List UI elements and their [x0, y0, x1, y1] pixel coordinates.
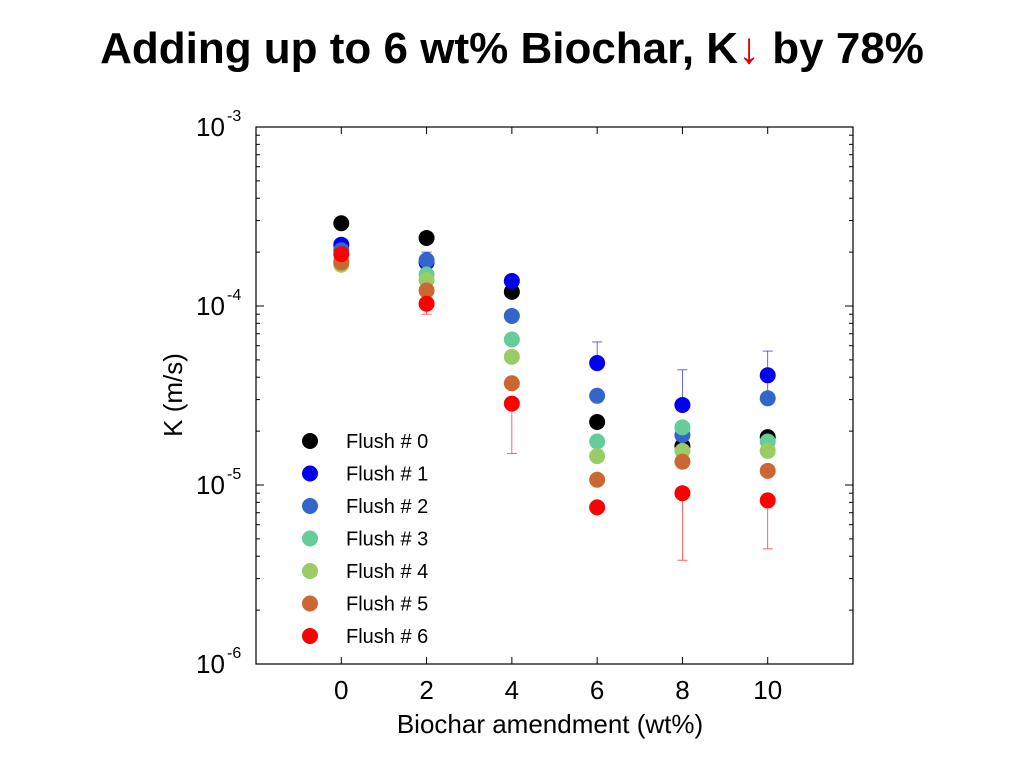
legend-label: Flush # 0 [346, 431, 428, 453]
data-point-flush-6 [674, 485, 691, 502]
data-point-flush-1 [503, 272, 520, 289]
x-tick-label: 0 [334, 675, 348, 705]
data-point-flush-4 [503, 348, 520, 365]
legend-marker [302, 563, 318, 579]
y-tick-label: 10 [196, 291, 225, 321]
axis-ticks [256, 126, 853, 665]
plot-frame [255, 126, 854, 665]
legend-marker [302, 498, 318, 514]
x-tick-label: 10 [753, 675, 782, 705]
data-point-flush-1 [674, 396, 691, 413]
legend-label: Flush # 5 [346, 594, 428, 616]
y-tick-label: 10 [196, 470, 225, 500]
legend-marker [302, 530, 318, 547]
legend-marker [302, 465, 318, 482]
x-tick-labels: 0 2 4 6 8 10 [334, 675, 782, 705]
y-axis-label: K (m/s) [158, 353, 188, 437]
data-point-flush-0 [333, 215, 350, 232]
data-point-flush-5 [503, 375, 520, 392]
data-points [333, 215, 776, 516]
x-tick-label: 6 [590, 675, 604, 705]
data-point-flush-6 [503, 395, 520, 412]
x-tick-label: 8 [675, 675, 689, 705]
data-point-flush-2 [759, 390, 776, 407]
y-tick-label: 10 [196, 649, 225, 679]
title-text: Adding up to 6 wt% Biochar, K [100, 24, 739, 73]
x-tick-label: 2 [419, 675, 433, 705]
x-axis-label: Biochar amendment (wt%) [397, 709, 703, 739]
title-text-suffix: by 78% [760, 24, 924, 73]
slide-title: Adding up to 6 wt% Biochar, K↓ by 78% [0, 24, 1024, 74]
y-tick-exponent: -6 [227, 645, 241, 662]
legend-label: Flush # 1 [346, 464, 428, 486]
data-point-flush-5 [674, 453, 691, 470]
data-point-flush-6 [759, 492, 776, 509]
data-point-flush-4 [759, 442, 776, 459]
data-point-flush-5 [759, 462, 776, 479]
y-tick-exponent: -4 [227, 287, 241, 304]
y-tick-label: 10 [196, 112, 225, 142]
data-point-flush-3 [503, 331, 520, 348]
down-arrow-icon: ↓ [738, 24, 761, 73]
x-tick-label: 4 [505, 675, 519, 705]
legend-marker [302, 595, 318, 612]
data-point-flush-0 [418, 229, 435, 246]
legend-label: Flush # 6 [346, 626, 428, 648]
data-point-flush-0 [589, 413, 606, 430]
data-point-flush-3 [674, 419, 691, 436]
data-point-flush-2 [503, 307, 520, 324]
data-point-flush-3 [589, 433, 606, 450]
data-point-flush-1 [759, 367, 776, 384]
data-point-flush-6 [333, 246, 350, 263]
data-point-flush-5 [418, 282, 435, 299]
legend-marker [302, 433, 318, 449]
data-point-flush-1 [589, 355, 606, 372]
data-point-flush-6 [418, 295, 435, 312]
legend-marker [302, 628, 318, 644]
data-point-flush-4 [589, 448, 606, 465]
y-tick-labels: 10-310-410-510-6 [196, 108, 241, 679]
data-point-flush-6 [589, 499, 606, 516]
data-point-flush-2 [589, 387, 606, 404]
y-tick-exponent: -3 [227, 108, 241, 125]
legend-label: Flush # 3 [346, 529, 428, 551]
data-point-flush-5 [589, 471, 606, 488]
data-point-flush-2 [418, 252, 435, 269]
legend-label: Flush # 4 [346, 561, 428, 583]
legend: Flush # 0 Flush # 1 Flush # 2 Flush # 3 Flus… [302, 431, 428, 648]
legend-label: Flush # 2 [346, 496, 428, 518]
y-tick-exponent: -5 [227, 466, 241, 483]
